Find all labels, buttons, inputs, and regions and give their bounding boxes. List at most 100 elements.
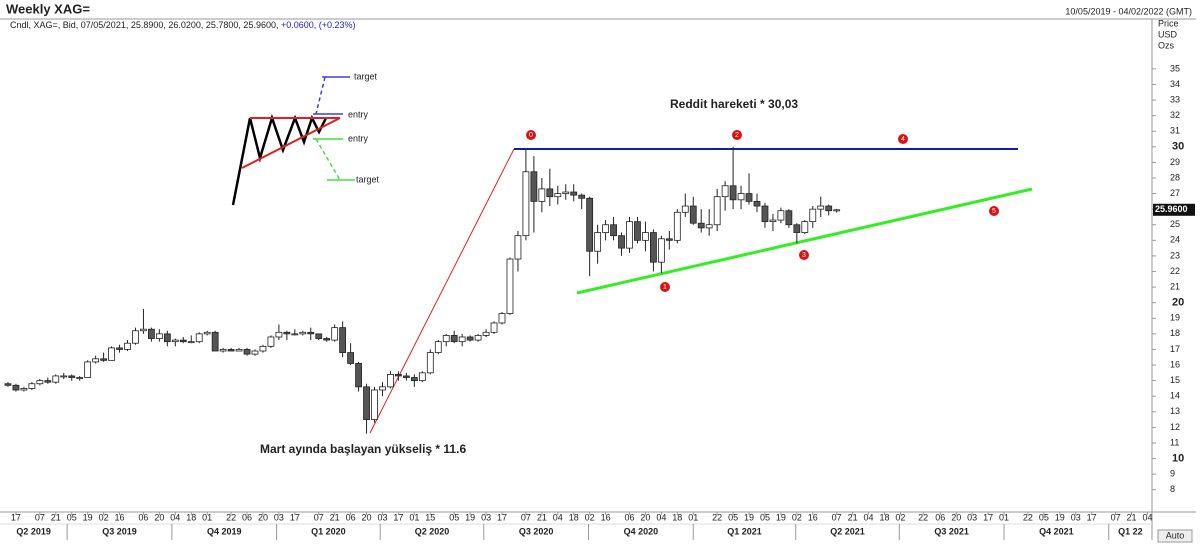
candle-body bbox=[825, 205, 833, 212]
candle-body bbox=[331, 327, 339, 341]
x-tick-label: 15 bbox=[425, 512, 435, 522]
quarter-label: Q2 2019 bbox=[16, 526, 51, 536]
candle-body bbox=[100, 358, 107, 361]
candle-body bbox=[538, 188, 546, 202]
candle-body bbox=[466, 336, 474, 341]
x-tick-label: 06 bbox=[242, 512, 252, 522]
y-tick-label: 31 bbox=[1170, 126, 1180, 136]
candle-body bbox=[92, 358, 100, 363]
candle-body bbox=[490, 322, 498, 333]
point-marker bbox=[660, 282, 670, 292]
x-tick-label: 05 bbox=[760, 512, 770, 522]
point-marker bbox=[799, 250, 809, 260]
quarter-label: Q1 2020 bbox=[311, 526, 346, 536]
candle-body bbox=[418, 372, 426, 382]
candle-body bbox=[745, 193, 753, 202]
x-tick-label: 21 bbox=[848, 512, 858, 522]
candle-body bbox=[147, 328, 155, 339]
x-tick-label: 20 bbox=[951, 512, 961, 522]
x-tick-label: 17 bbox=[290, 512, 300, 522]
pattern-inset: target entry entry target bbox=[231, 71, 380, 206]
candle-body bbox=[578, 194, 586, 199]
x-tick-label: 05 bbox=[728, 512, 738, 522]
point-marker bbox=[526, 130, 536, 140]
x-tick-label: 07 bbox=[832, 512, 842, 522]
candle-body bbox=[76, 377, 84, 379]
candle-body bbox=[219, 349, 227, 352]
candle-body bbox=[506, 258, 514, 314]
candle-body bbox=[20, 388, 28, 391]
candle-body bbox=[347, 352, 355, 364]
x-tick-label: 16 bbox=[115, 512, 125, 522]
candle-body bbox=[554, 193, 562, 198]
quarter-label: Q2 2020 bbox=[415, 526, 450, 536]
candle-body bbox=[251, 350, 259, 355]
x-tick-label: 21 bbox=[330, 512, 340, 522]
candle-body bbox=[28, 383, 36, 389]
candle-body bbox=[801, 221, 809, 233]
candle-body bbox=[140, 328, 147, 332]
candle-body bbox=[458, 336, 466, 343]
x-tick-label: 18 bbox=[672, 512, 682, 522]
x-tick-label: 06 bbox=[624, 512, 634, 522]
x-tick-label: 19 bbox=[1055, 512, 1065, 522]
candle-body bbox=[12, 384, 20, 391]
candle-body bbox=[315, 333, 323, 339]
candle-body bbox=[586, 197, 594, 252]
x-tick-label: 21 bbox=[537, 512, 547, 522]
auto-button-label[interactable]: Auto bbox=[1166, 530, 1185, 540]
candle-body bbox=[203, 331, 211, 335]
quarter-label: Q4 2020 bbox=[624, 526, 659, 536]
pattern-label: target bbox=[356, 174, 380, 184]
candle-body bbox=[665, 238, 673, 241]
auto-button[interactable] bbox=[1157, 529, 1193, 543]
candle-body bbox=[323, 338, 331, 341]
candle-body bbox=[195, 333, 203, 343]
candle-body bbox=[171, 339, 179, 343]
candle-body bbox=[410, 377, 418, 382]
candle-body bbox=[124, 342, 131, 350]
candle-body bbox=[371, 389, 378, 420]
chart-title: Weekly XAG= bbox=[6, 1, 90, 16]
candle-body bbox=[594, 232, 602, 252]
x-tick-label: 05 bbox=[449, 512, 459, 522]
y-tick-label: 35 bbox=[1170, 63, 1180, 73]
y-tick-label: 29 bbox=[1170, 157, 1180, 167]
point-label: 2 bbox=[735, 132, 739, 139]
point-markers: 0 1 2 3 4 5 bbox=[526, 130, 999, 292]
pattern-green bbox=[315, 138, 341, 181]
candle-body bbox=[211, 331, 219, 352]
candle-body bbox=[809, 208, 817, 223]
x-tick-label: 03 bbox=[967, 512, 977, 522]
quarter-label: Q4 2019 bbox=[207, 526, 242, 536]
candle-body bbox=[387, 373, 394, 388]
info-line: Cndl, XAG=, Bid, 07/05/2021, 25.8900, 26… bbox=[10, 20, 356, 30]
x-tick-label: 19 bbox=[465, 512, 475, 522]
x-tick-label: 18 bbox=[186, 512, 196, 522]
candle-body bbox=[155, 333, 163, 339]
candle-body bbox=[355, 363, 362, 388]
y-tick-label: 34 bbox=[1170, 79, 1180, 89]
candle-body bbox=[562, 191, 570, 194]
candle-body bbox=[769, 219, 777, 223]
x-tick-label: 01 bbox=[688, 512, 698, 522]
y-tick-label: 10 bbox=[1172, 452, 1184, 464]
x-tick-label: 16 bbox=[601, 512, 611, 522]
x-tick-label: 20 bbox=[258, 512, 268, 522]
candle-body bbox=[36, 380, 44, 385]
x-tick-label: 22 bbox=[712, 512, 722, 522]
x-tick-label: 20 bbox=[640, 512, 650, 522]
candle-body bbox=[618, 235, 625, 249]
candle-body bbox=[307, 331, 315, 335]
pattern-label: target bbox=[354, 71, 378, 81]
annotation: Mart ayında başlayan yükseliş * 11.6 bbox=[260, 442, 466, 456]
candle-body bbox=[259, 345, 267, 352]
candle-body bbox=[60, 375, 68, 378]
candle-body bbox=[498, 313, 506, 324]
candle-body bbox=[450, 335, 458, 343]
x-tick-label: 18 bbox=[569, 512, 579, 522]
y-axis-label: USD bbox=[1158, 29, 1178, 39]
candle-body bbox=[52, 375, 60, 383]
candle-body bbox=[530, 171, 538, 202]
candle-body bbox=[442, 335, 450, 343]
